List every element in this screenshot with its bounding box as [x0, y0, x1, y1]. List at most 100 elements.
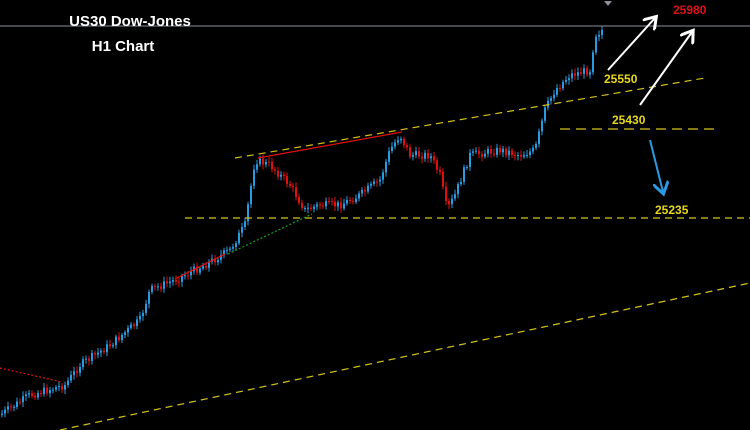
- level-label: 25235: [655, 203, 689, 217]
- candle-body: [13, 406, 15, 408]
- trend-line: [174, 253, 226, 280]
- candle-body: [496, 147, 498, 155]
- candle-body: [25, 394, 27, 397]
- candle-body: [238, 232, 240, 244]
- candle-body: [481, 154, 483, 157]
- candle-body: [568, 78, 570, 81]
- candle-body: [583, 68, 585, 74]
- candle-body: [475, 150, 477, 152]
- candle-body: [127, 327, 129, 333]
- candle-body: [517, 154, 519, 156]
- candle-body: [199, 268, 201, 273]
- candle-body: [319, 204, 321, 206]
- candle-body: [547, 100, 549, 108]
- candle-body: [160, 286, 162, 289]
- candle-body: [325, 201, 327, 207]
- candle-body: [337, 202, 339, 207]
- candle-body: [565, 80, 567, 82]
- candle-body: [406, 145, 408, 148]
- level-label: 25550: [604, 72, 638, 86]
- candle-body: [190, 271, 192, 276]
- candle-body: [412, 154, 414, 157]
- candle-body: [151, 285, 153, 292]
- candle-body: [301, 202, 303, 209]
- level-label: 25430: [612, 113, 646, 127]
- candle-body: [493, 153, 495, 155]
- candle-body: [379, 179, 381, 182]
- candle-body: [40, 393, 42, 395]
- candle-body: [178, 281, 180, 283]
- candle-body: [538, 131, 540, 144]
- candle-body: [181, 275, 183, 282]
- candle-body: [235, 243, 237, 247]
- candle-body: [172, 280, 174, 282]
- candle-body: [28, 393, 30, 395]
- candle-body: [304, 207, 306, 209]
- candle-body: [286, 175, 288, 184]
- subtitle: H1 Chart: [92, 38, 155, 55]
- candle-body: [76, 371, 78, 373]
- candle-body: [46, 387, 48, 394]
- candle-body: [70, 374, 72, 381]
- candle-body: [34, 395, 36, 398]
- candle-body: [142, 312, 144, 317]
- candle-body: [382, 172, 384, 180]
- candle-body: [58, 386, 60, 388]
- candle-body: [532, 147, 534, 152]
- candle-body: [277, 170, 279, 177]
- candle-body: [145, 303, 147, 313]
- candle-body: [229, 248, 231, 250]
- candle-body: [460, 181, 462, 185]
- candle-body: [451, 198, 453, 205]
- candle-body: [226, 249, 228, 251]
- candle-body: [265, 161, 267, 165]
- candle-body: [334, 201, 336, 207]
- candle-body: [43, 387, 45, 395]
- candle-body: [118, 336, 120, 341]
- candle-body: [454, 194, 456, 199]
- candle-body: [361, 189, 363, 194]
- arrow: [639, 32, 692, 106]
- candle-body: [526, 154, 528, 156]
- candle-body: [502, 148, 504, 153]
- candle-body: [310, 207, 312, 209]
- candle-body: [247, 204, 249, 222]
- candle-body: [385, 161, 387, 173]
- trend-line: [59, 282, 750, 430]
- candle-body: [100, 350, 102, 353]
- candle-body: [505, 148, 507, 156]
- candle-body: [88, 358, 90, 361]
- candle-body: [292, 185, 294, 188]
- candle-body: [400, 138, 402, 141]
- candle-body: [511, 150, 513, 156]
- candle-body: [52, 389, 54, 391]
- candle-body: [10, 406, 12, 408]
- candle-body: [253, 169, 255, 186]
- candle-body: [7, 406, 9, 410]
- candle-body: [556, 88, 558, 95]
- candle-body: [22, 396, 24, 403]
- candle-body: [214, 258, 216, 263]
- candle-body: [358, 193, 360, 199]
- candle-body: [472, 151, 474, 153]
- trend-line: [227, 213, 313, 255]
- candle-body: [520, 154, 522, 157]
- candle-body: [355, 198, 357, 203]
- candle-body: [580, 72, 582, 74]
- candle-body: [31, 393, 33, 396]
- candle-body: [352, 201, 354, 203]
- candle-body: [346, 199, 348, 204]
- candle-body: [256, 164, 258, 170]
- candle-body: [130, 324, 132, 328]
- candle-body: [445, 186, 447, 202]
- candle-body: [313, 206, 315, 209]
- candle-body: [73, 371, 75, 375]
- candle-body: [391, 146, 393, 152]
- candle-body: [115, 336, 117, 346]
- candle-body: [280, 174, 282, 177]
- candle-body: [409, 147, 411, 157]
- candle-body: [535, 143, 537, 148]
- candle-body: [223, 250, 225, 255]
